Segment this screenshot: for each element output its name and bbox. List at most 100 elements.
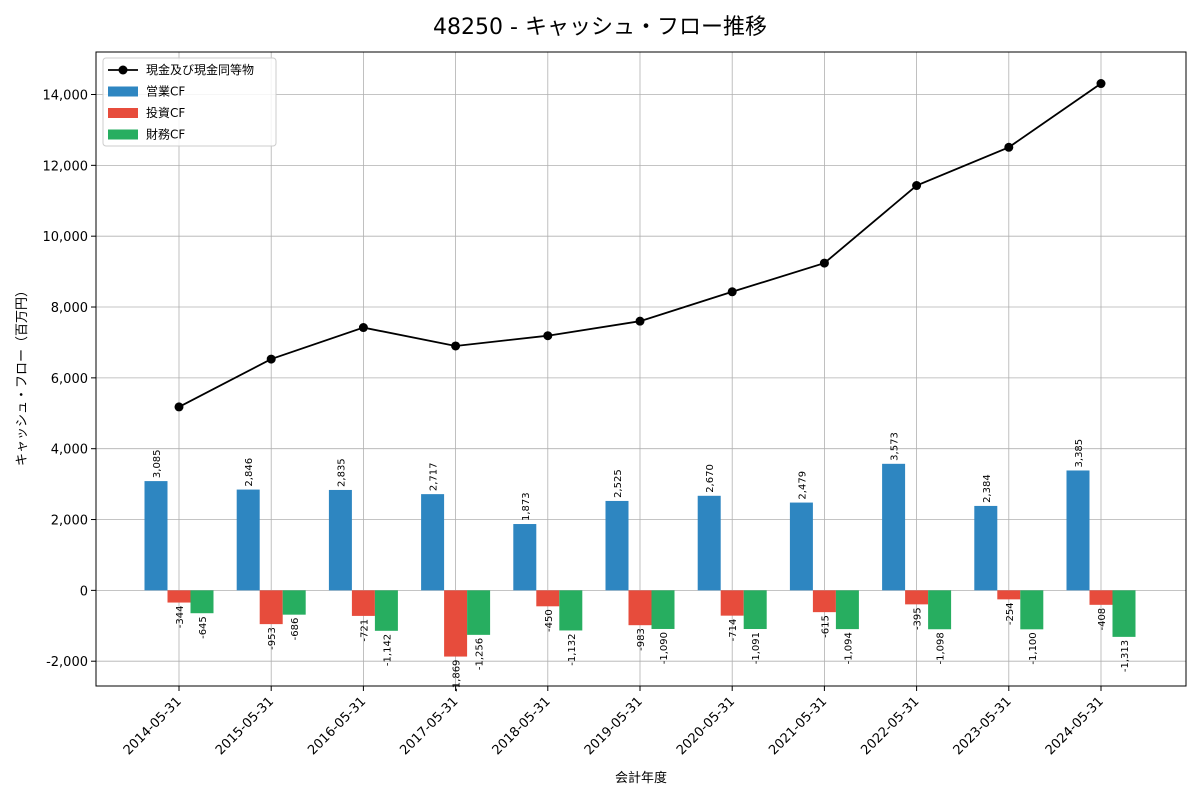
bar-financing [467,590,491,635]
bar-value-label: -1,256 [475,638,486,670]
bar-investing [167,590,191,603]
x-tick-label: 2022-05-31 [858,694,922,758]
x-tick-label: 2018-05-31 [490,694,554,758]
legend-label: 営業CF [146,85,185,99]
legend-bar-swatch [108,129,138,140]
bar-value-label: -615 [820,615,831,638]
bar-operating [605,500,629,591]
x-tick-label: 2024-05-31 [1043,694,1107,758]
legend-box [102,57,277,147]
grid [96,52,1186,686]
legend-label: 投資CF [146,105,185,120]
y-tick-label: 8,000 [51,301,88,316]
legend-label: 現金及び現金同等物 [146,62,254,77]
bar-value-label: 2,717 [429,462,440,491]
bar-operating [144,481,168,591]
y-tick-label: -2,000 [46,655,88,670]
x-tick-label: 2017-05-31 [397,694,461,758]
bar-value-label: 1,873 [521,492,532,521]
legend-bar-swatch [108,108,138,118]
x-tick-label: 2021-05-31 [766,694,830,758]
bar-value-label: -408 [1097,608,1108,631]
bar-operating [697,495,721,591]
bar-value-label: -1,091 [751,632,762,664]
bar-operating [421,494,445,591]
bar-value-label: -1,098 [936,632,947,664]
bar-investing [351,590,375,616]
x-tick-label: 2019-05-31 [582,694,646,758]
y-tick-label: 2,000 [51,514,88,529]
bar-value-label: -450 [544,609,555,632]
bar-value-label: -254 [1005,602,1016,625]
bar-value-label: -1,142 [382,634,393,666]
cash-line [174,79,1106,412]
bar-investing [905,590,929,605]
bar-investing [628,590,652,626]
cash-point [451,341,461,351]
bar-operating [882,463,906,591]
cash-point [543,331,553,341]
chart-title: 48250 - キャッシュ・フロー推移 [433,15,767,40]
bar-value-label: -721 [359,619,370,642]
bar-investing [720,590,744,616]
bar-financing [374,590,398,631]
bar-value-label: 3,573 [890,432,901,461]
x-axis-label: 会計年度 [615,770,667,786]
legend-label: 財務CF [146,127,185,142]
bar-value-label: -645 [198,616,209,639]
plot-frame [95,51,1187,687]
cash-point [819,258,829,268]
bar-value-label: 2,525 [613,469,624,498]
bar-financing [835,590,859,630]
bar-value-label: -1,869 [452,660,463,692]
bar-value-label: -1,090 [659,632,670,664]
y-axis-label: キャッシュ・フロー（百万円） [15,284,30,466]
bar-financing [743,590,767,630]
cash-point [358,323,368,333]
cash-point [1096,79,1106,89]
y-tick-label: 10,000 [43,230,89,245]
y-tick-label: 12,000 [43,159,89,174]
bar-financing [190,590,214,614]
bar-operating [974,505,998,591]
cash-point [912,181,922,191]
legend-marker [118,65,128,75]
bar-value-label: -1,094 [843,632,854,664]
x-tick-label: 2020-05-31 [674,694,738,758]
bar-investing [812,590,836,613]
y-tick-label: 4,000 [51,443,88,458]
cash-point [635,316,645,326]
y-tick-label: 14,000 [43,89,89,104]
bar-value-label: -983 [636,628,647,651]
y-tick-label: 0 [80,584,88,599]
y-tick-label: 6,000 [51,372,88,387]
bar-financing [559,590,583,631]
bar-value-label: 3,385 [1074,439,1085,468]
x-tick-label: 2016-05-31 [305,694,369,758]
cash-point [174,402,184,412]
bar-operating [789,502,813,591]
bar-financing [651,590,675,629]
bar-value-label: -1,100 [1028,632,1039,664]
bar-investing [536,590,560,607]
bar-value-label: 3,085 [152,449,163,478]
bar-financing [1112,590,1136,637]
cash-point [1004,142,1014,152]
bar-value-label: -714 [728,619,739,642]
bar-operating [236,489,260,591]
bar-value-label: -344 [175,606,186,629]
bar-investing [259,590,283,625]
cash-point [727,287,737,297]
bar-financing [1020,590,1044,630]
x-tick-label: 2015-05-31 [213,694,277,758]
bar-financing [928,590,952,630]
x-axis: 2014-05-31 2015-05-31 2016-05-31 2017-05-31… [121,686,1107,758]
bar-value-label: -395 [913,607,924,630]
bar-value-label: 2,670 [705,464,716,493]
bar-investing [444,590,468,657]
cash-point [266,354,276,364]
bar-value-label: -1,132 [567,633,578,665]
legend-bar-swatch [108,86,138,97]
